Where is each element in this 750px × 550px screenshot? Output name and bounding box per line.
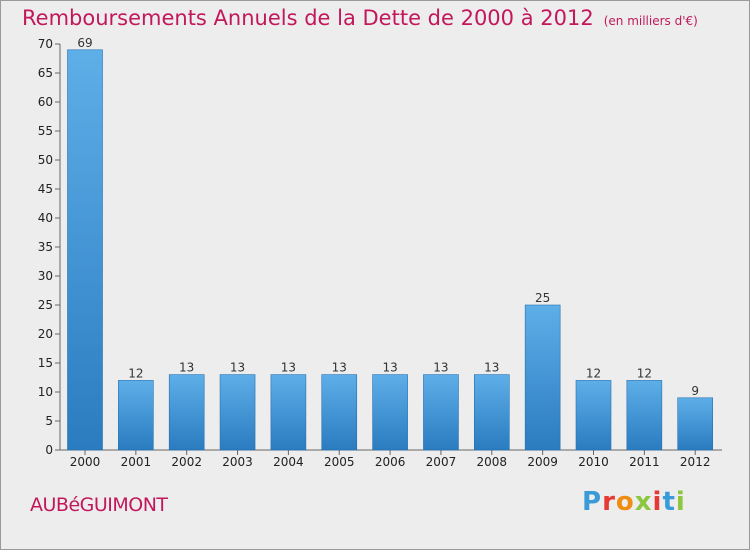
logo-letter: t (662, 487, 676, 517)
chart-unit-label: (en milliers d'€) (603, 14, 698, 28)
bar-2012 (677, 397, 714, 451)
chart-title: Remboursements Annuels de la Dette de 20… (22, 6, 698, 30)
y-tick-label: 35 (38, 240, 53, 254)
x-tick-label: 2006 (375, 455, 406, 469)
value-label: 13 (281, 361, 296, 375)
bar-2000 (67, 49, 103, 451)
y-tick-label: 50 (38, 153, 53, 167)
place-name: AUBéGUIMONT (30, 494, 168, 516)
y-tick-label: 45 (38, 182, 53, 196)
logo-letter: P (582, 487, 603, 517)
proxiti-logo: Proxiti (582, 487, 686, 517)
y-tick-label: 15 (38, 356, 53, 370)
bar-2002 (168, 374, 205, 451)
y-tick-label: 55 (38, 124, 53, 138)
bar-2001 (118, 380, 154, 451)
bar-2003 (219, 374, 256, 451)
value-label: 12 (586, 366, 601, 380)
x-tick-label: 2000 (70, 455, 101, 469)
value-label: 69 (77, 36, 92, 50)
value-label: 12 (128, 366, 143, 380)
value-label: 13 (433, 361, 448, 375)
bar-2005 (321, 374, 358, 451)
chart-bars (67, 49, 714, 451)
y-tick-label: 0 (45, 443, 53, 457)
x-tick-label: 2002 (171, 455, 202, 469)
bar-chart: 0 5 10 15 20 25 30 35 40 45 50 55 60 65 70 2000 69 2001 1… (38, 36, 722, 469)
bar-2009 (524, 304, 561, 451)
x-tick-label: 2001 (121, 455, 152, 469)
value-label: 13 (484, 361, 499, 375)
bar-2011 (626, 380, 663, 451)
value-label: 13 (179, 361, 194, 375)
value-label: 9 (691, 384, 699, 398)
value-label: 12 (637, 366, 652, 380)
x-tick-label: 2009 (527, 455, 558, 469)
bar-2006 (372, 374, 408, 451)
chart-title-text: Remboursements Annuels de la Dette de 20… (22, 6, 594, 30)
y-tick-label: 65 (38, 66, 53, 80)
bar-2010 (575, 380, 612, 451)
x-tick-label: 2011 (629, 455, 660, 469)
bar-2007 (423, 374, 459, 451)
value-label: 13 (332, 361, 347, 375)
x-tick-label: 2003 (222, 455, 253, 469)
logo-letter: x (634, 487, 653, 517)
x-tick-label: 2008 (477, 455, 508, 469)
y-tick-label: 40 (38, 211, 53, 225)
x-tick-label: 2005 (324, 455, 355, 469)
logo-letter: i (652, 487, 663, 517)
x-tick-label: 2010 (578, 455, 609, 469)
value-label: 13 (382, 361, 397, 375)
y-tick-label: 5 (45, 414, 53, 428)
bar-2008 (473, 374, 510, 451)
bar-2004 (270, 374, 307, 451)
y-tick-label: 20 (38, 327, 53, 341)
y-tick-label: 10 (38, 385, 53, 399)
x-tick-label: 2007 (426, 455, 457, 469)
logo-letter: r (602, 487, 616, 517)
value-label: 25 (535, 291, 550, 305)
logo-letter: o (615, 487, 635, 517)
y-tick-label: 30 (38, 269, 53, 283)
x-tick-label: 2012 (680, 455, 711, 469)
y-tick-label: 70 (38, 37, 53, 51)
y-tick-label: 25 (38, 298, 53, 312)
chart-labels: 2000 69 2001 12 2002 13 2003 13 2004 13 2005 13 2006… (70, 36, 711, 469)
logo-letter: i (675, 487, 686, 517)
x-tick-label: 2004 (273, 455, 304, 469)
value-label: 13 (230, 361, 245, 375)
y-tick-label: 60 (38, 95, 53, 109)
